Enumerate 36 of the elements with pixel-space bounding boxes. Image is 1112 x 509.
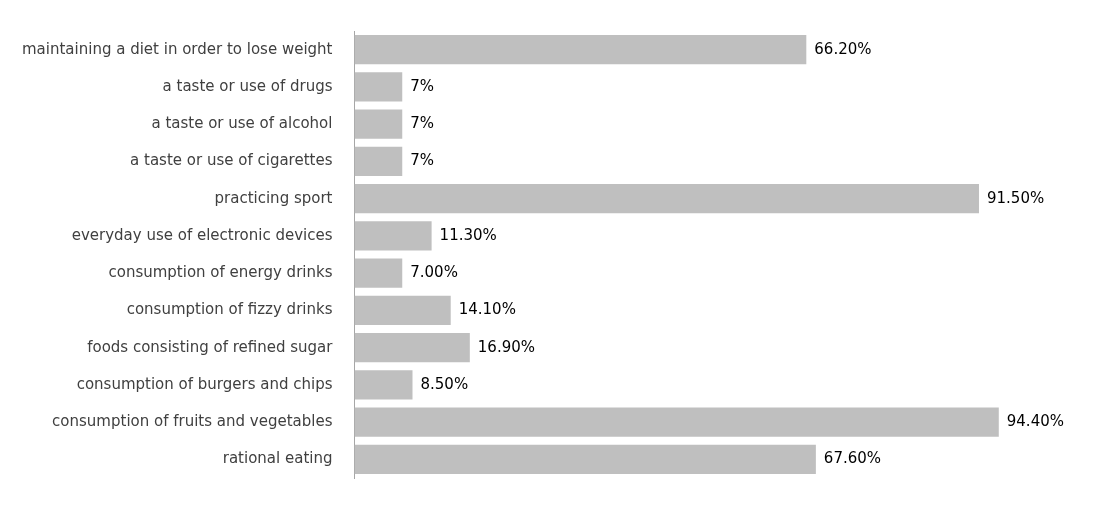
- bar: [354, 72, 403, 102]
- y-tick-label: a taste or use of drugs: [162, 76, 333, 95]
- data-label: 7%: [410, 76, 435, 95]
- data-label: 14.10%: [458, 300, 516, 319]
- data-label: 11.30%: [439, 225, 497, 244]
- y-tick-label: foods consisting of refined sugar: [87, 337, 334, 356]
- y-tick-label: a taste or use of alcohol: [151, 114, 333, 133]
- bar: [354, 184, 979, 214]
- data-label: 7.00%: [410, 263, 458, 282]
- y-tick-label: consumption of fizzy drinks: [126, 300, 333, 319]
- y-tick-label: everyday use of electronic devices: [71, 225, 333, 244]
- data-label: 8.50%: [420, 374, 469, 393]
- y-tick-label: consumption of energy drinks: [108, 263, 333, 282]
- y-tick-label: a taste or use of cigarettes: [130, 151, 333, 170]
- bar: [354, 258, 403, 288]
- y-tick-label: maintaining a diet in order to lose weight: [22, 39, 333, 58]
- bar: [354, 407, 999, 437]
- bar: [354, 109, 403, 139]
- y-tick-label: rational eating: [222, 449, 333, 468]
- y-tick-label: consumption of fruits and vegetables: [52, 412, 333, 431]
- data-label: 67.60%: [823, 449, 882, 468]
- bar: [354, 146, 403, 176]
- data-label: 7%: [410, 114, 435, 133]
- bar: [354, 444, 816, 474]
- bar: [354, 221, 432, 251]
- data-label: 94.40%: [1006, 412, 1064, 431]
- data-label: 16.90%: [477, 337, 536, 356]
- bar: [354, 333, 470, 363]
- y-tick-label: practicing sport: [214, 188, 333, 207]
- y-tick-label: consumption of burgers and chips: [76, 374, 333, 393]
- data-label: 7%: [410, 151, 435, 170]
- bar: [354, 370, 413, 400]
- bar: [354, 295, 451, 325]
- data-label: 91.50%: [986, 188, 1045, 207]
- bar: [354, 35, 807, 65]
- data-label: 66.20%: [814, 39, 872, 58]
